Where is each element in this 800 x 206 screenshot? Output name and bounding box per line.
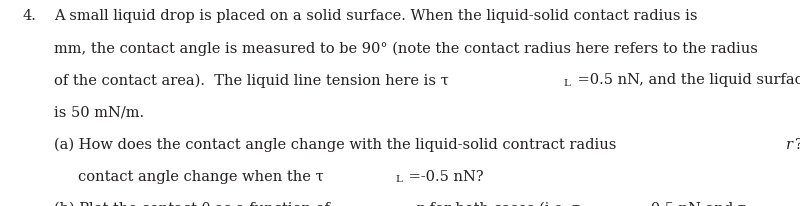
Text: of the contact area).  The liquid line tension here is τ: of the contact area). The liquid line te… [54, 73, 449, 88]
Text: r: r [416, 201, 423, 206]
Text: is 50 mN/m.: is 50 mN/m. [54, 105, 145, 119]
Text: for both cases (i.e. τ: for both cases (i.e. τ [426, 201, 581, 206]
Text: =0.5 nN and τ: =0.5 nN and τ [634, 201, 746, 206]
Text: (a) How does the contact angle change with the liquid-solid contract radius: (a) How does the contact angle change wi… [54, 137, 622, 151]
Text: =-0.5 nN?: =-0.5 nN? [404, 169, 484, 183]
Text: L: L [564, 78, 570, 87]
Text: A small liquid drop is placed on a solid surface. When the liquid-solid contact : A small liquid drop is placed on a solid… [54, 9, 702, 23]
Text: 4.: 4. [22, 9, 36, 23]
Text: (b) Plot the contact θ as a function of: (b) Plot the contact θ as a function of [54, 201, 335, 206]
Text: r: r [786, 137, 793, 151]
Text: ? How does the: ? How does the [795, 137, 800, 151]
Text: L: L [395, 174, 402, 183]
Text: =0.5 nN, and the liquid surface tension: =0.5 nN, and the liquid surface tension [573, 73, 800, 87]
Text: contact angle change when the τ: contact angle change when the τ [78, 169, 324, 183]
Text: =-0.5 nN): =-0.5 nN) [788, 201, 800, 206]
Text: mm, the contact angle is measured to be 90° (note the contact radius here refers: mm, the contact angle is measured to be … [54, 41, 758, 56]
